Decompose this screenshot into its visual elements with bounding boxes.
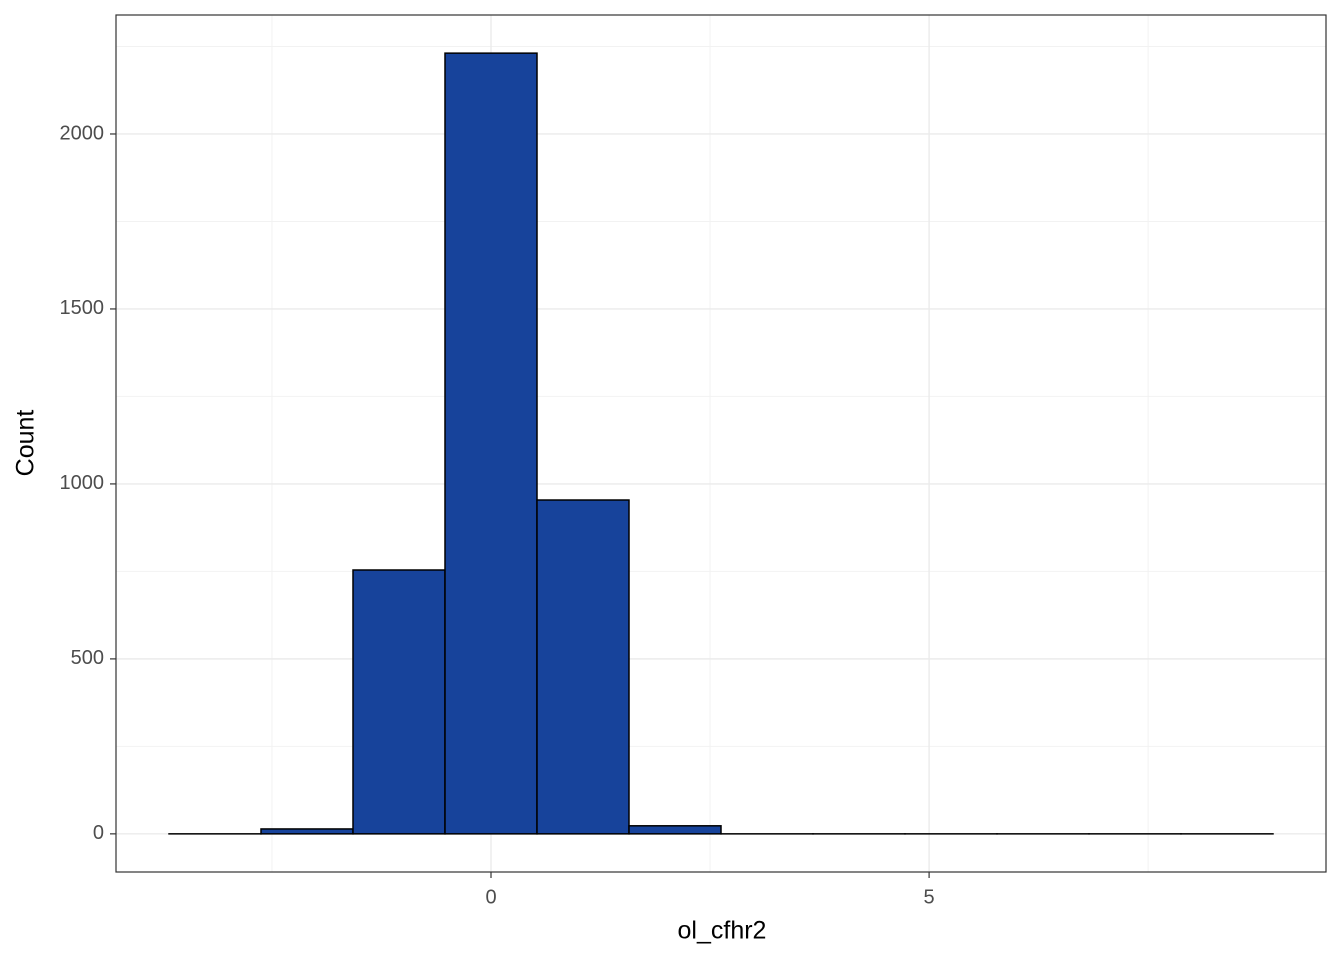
y-axis-title: Count <box>12 410 40 477</box>
y-tick-label: 2000 <box>60 122 105 144</box>
x-tick-label: 0 <box>485 886 496 908</box>
bar <box>536 499 630 835</box>
y-tick-label: 0 <box>93 822 104 844</box>
y-tick-label: 500 <box>71 647 104 669</box>
y-tick-label: 1500 <box>60 297 105 319</box>
x-tick-label: 5 <box>924 886 935 908</box>
bar <box>260 828 354 835</box>
x-axis-title: ol_cfhr2 <box>678 917 767 945</box>
y-tick-label: 1000 <box>60 472 105 494</box>
bar <box>628 825 722 835</box>
plot-background <box>116 15 1326 872</box>
panel-border <box>115 14 1327 873</box>
bar <box>352 569 446 835</box>
bar <box>444 52 538 835</box>
